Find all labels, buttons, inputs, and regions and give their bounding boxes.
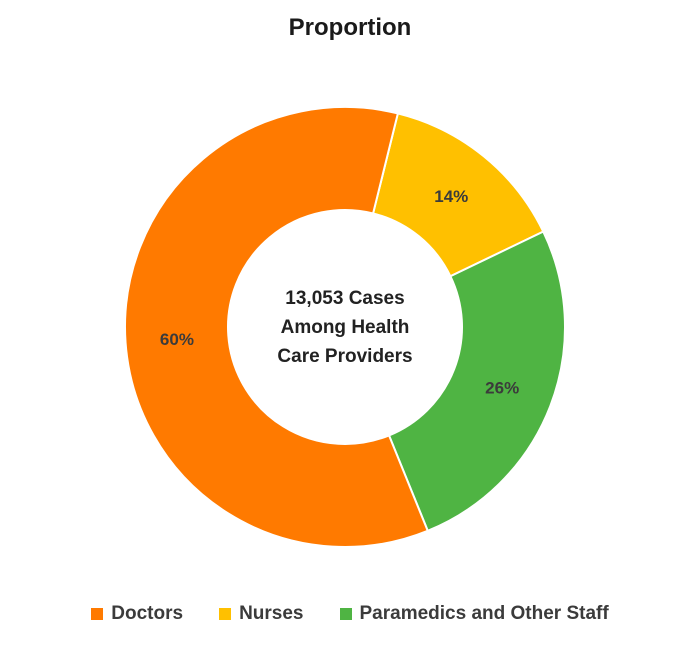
legend-item-nurses: Nurses [219,603,304,625]
slice-doctors [124,106,430,548]
data-label-paramedics: 26% [485,379,519,398]
legend-label-paramedics: Paramedics and Other Staff [359,603,609,624]
legend-swatch-doctors [91,608,104,620]
center-label-line-3: Care Providers [277,346,412,367]
legend: Doctors Nurses Paramedics and Other Staf… [0,603,700,625]
slices-group [124,106,566,548]
legend-item-paramedics: Paramedics and Other Staff [339,603,609,625]
legend-swatch-paramedics [339,608,352,620]
data-label-doctors: 60% [160,330,194,349]
center-label-line-2: Among Health [281,317,410,338]
data-label-nurses: 14% [434,187,468,206]
slice-labels-group: 14% 26% 60% [160,187,519,397]
chart-title: Proportion [288,14,412,41]
legend-label-nurses: Nurses [239,603,304,624]
center-label-line-1: 13,053 Cases [285,288,404,309]
slice-paramedics [387,230,566,533]
legend-swatch-nurses [219,608,232,620]
legend-label-doctors: Doctors [111,603,184,624]
legend-item-doctors: Doctors [91,603,183,625]
